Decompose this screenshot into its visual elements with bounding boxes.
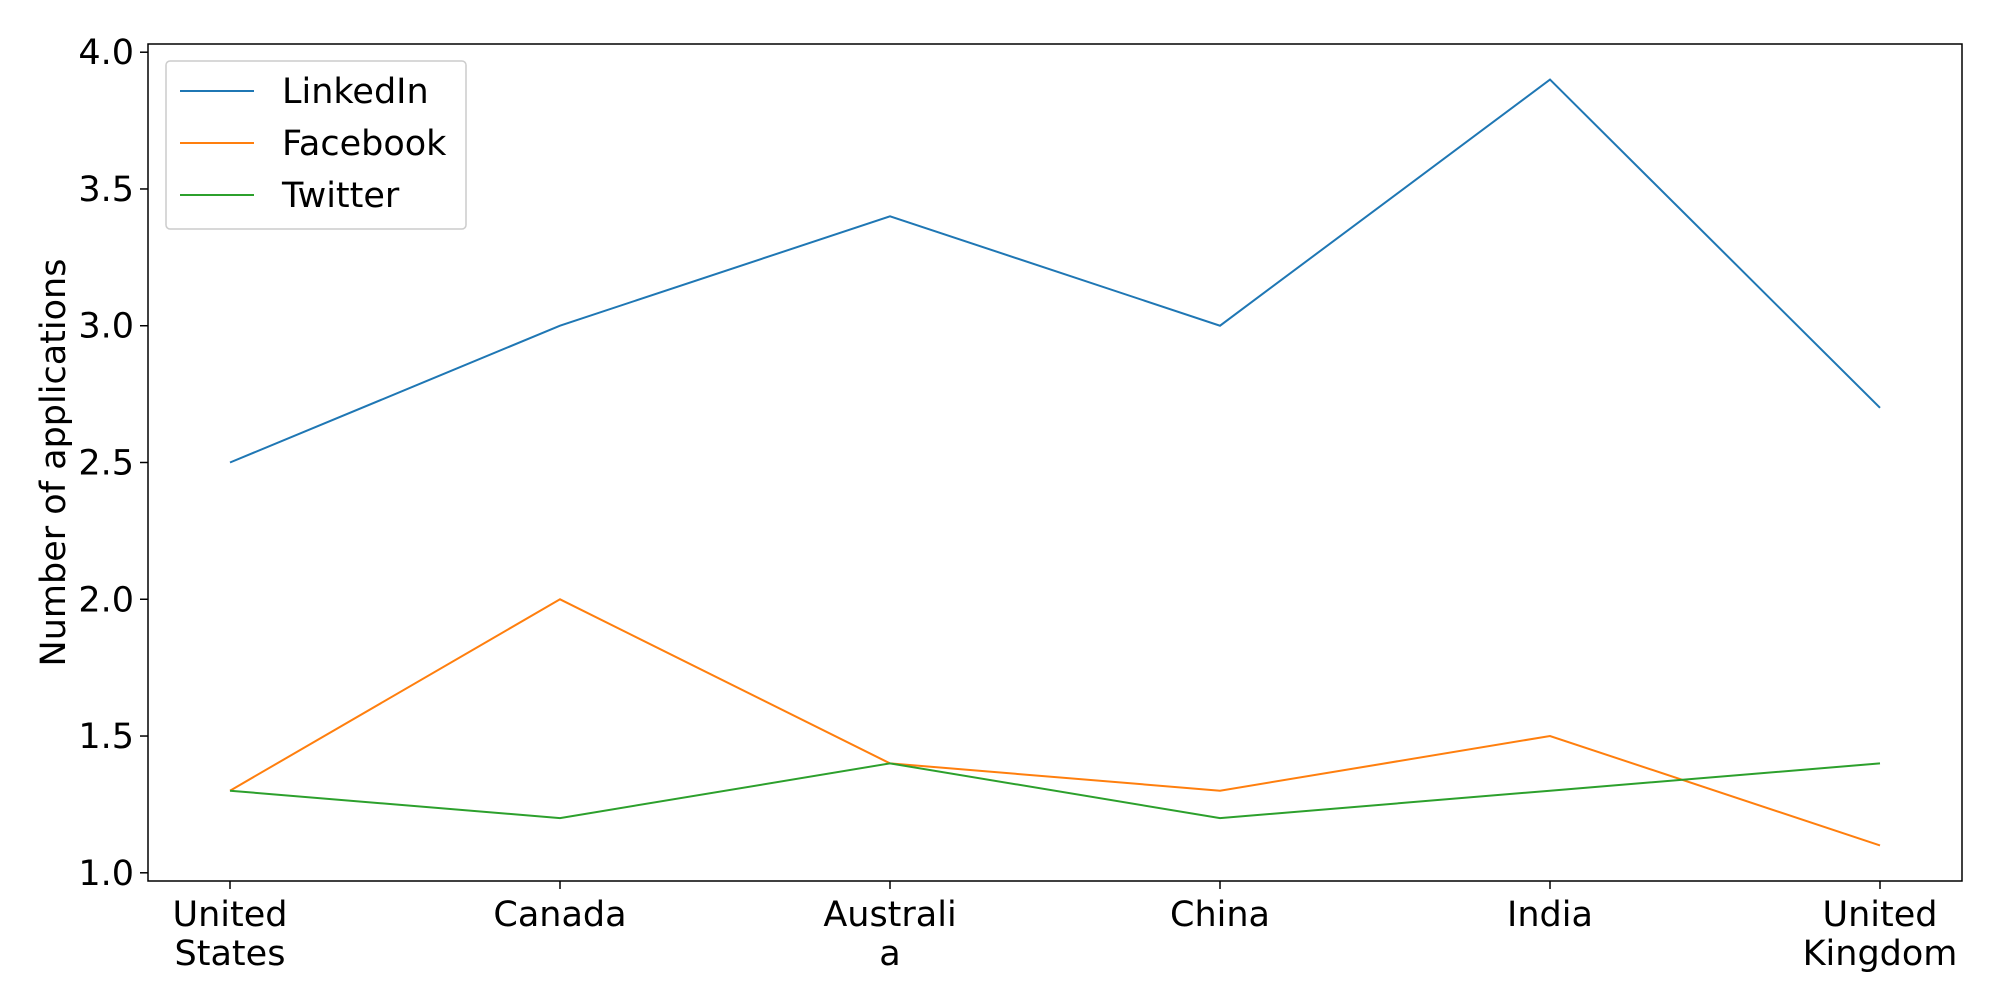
y-tick-label: 1.0 [78,854,134,894]
y-tick-label: 3.5 [78,170,134,210]
x-axis: United States Canada Australi a China India Uni… [173,881,1958,974]
x-tick-label: Canada [493,895,626,935]
y-axis: 1.0 1.5 2.0 2.5 3.0 3.5 4.0 [78,33,148,894]
series-line-linkedin [229,78,1881,464]
legend-label-linkedin: LinkedIn [282,72,429,112]
x-tick-label: India [1507,895,1593,935]
series-line-twitter [229,762,1881,820]
series-line-facebook [229,598,1881,847]
x-tick-label: United Kingdom [1803,895,1958,974]
legend: LinkedIn Facebook Twitter [165,60,467,230]
x-tick-label: China [1170,895,1270,935]
legend-label-twitter: Twitter [281,176,400,216]
y-tick-label: 1.5 [78,717,134,757]
x-tick-label: Australi a [823,895,956,974]
y-axis-label: Number of applications [34,259,74,667]
series-layer [229,78,1881,847]
y-tick-label: 2.0 [78,580,134,620]
legend-label-facebook: Facebook [282,124,447,164]
y-tick-label: 3.0 [78,307,134,347]
y-tick-label: 4.0 [78,33,134,73]
y-tick-label: 2.5 [78,444,134,484]
legend-box [165,60,467,230]
x-tick-label: United States [173,895,288,974]
